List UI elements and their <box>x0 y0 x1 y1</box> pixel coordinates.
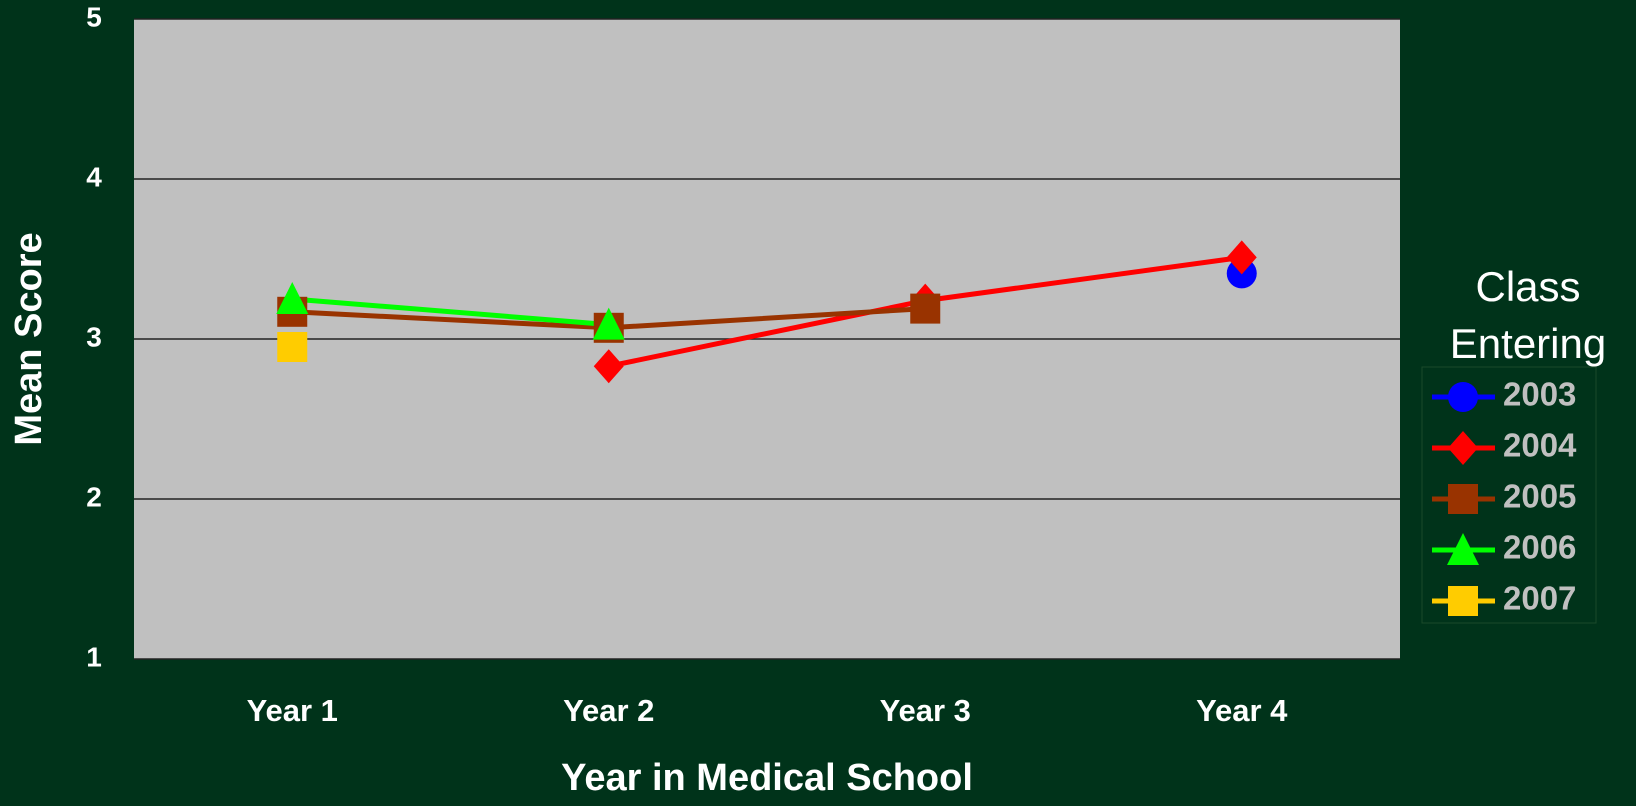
legend-label: 2006 <box>1503 529 1576 566</box>
legend-label: 2004 <box>1503 427 1577 464</box>
legend-marker <box>1448 431 1478 465</box>
y-tick-label: 4 <box>86 161 102 192</box>
data-point <box>277 332 308 362</box>
data-point <box>910 293 941 324</box>
x-tick-label: Year 4 <box>1196 693 1288 728</box>
series-line <box>292 296 609 328</box>
data-point <box>1226 240 1257 275</box>
legend-label: 2003 <box>1503 376 1576 413</box>
legend-label: 2005 <box>1503 478 1576 515</box>
x-tick-label: Year 3 <box>880 693 971 728</box>
legend-title: Class Entering <box>1449 263 1607 367</box>
x-tick-label: Year 1 <box>247 693 338 728</box>
legend-label: 2007 <box>1503 580 1576 617</box>
y-tick-label: 1 <box>86 641 102 672</box>
y-tick-label: 5 <box>86 1 102 32</box>
y-axis-title: Mean Score <box>8 232 50 445</box>
x-axis-title: Year in Medical School <box>561 757 973 799</box>
data-point <box>593 349 624 384</box>
legend-marker <box>1448 382 1478 412</box>
y-tick-label: 3 <box>86 321 102 352</box>
x-tick-label: Year 2 <box>563 693 654 728</box>
legend-marker <box>1448 586 1478 616</box>
data-point <box>592 307 625 340</box>
legend-marker <box>1448 484 1478 514</box>
data-point <box>276 282 309 314</box>
legend-marker <box>1447 533 1479 565</box>
y-tick-label: 2 <box>86 481 102 512</box>
